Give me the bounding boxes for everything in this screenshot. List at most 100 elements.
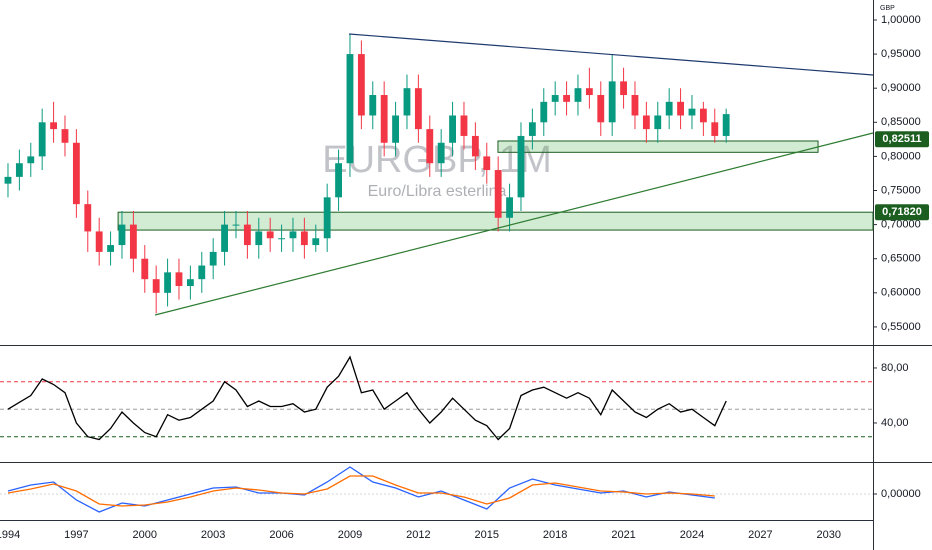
candle-body [72,142,80,205]
candle-body [414,88,422,130]
x-tick-label: 1997 [64,529,88,541]
y-tick-label: 0,60000 [881,287,921,299]
candle-body [266,231,274,239]
watermark-title: EURGBP, 1M [322,139,551,181]
candle-body [722,114,730,136]
x-tick-label: 2000 [133,529,157,541]
candle-body [437,142,445,164]
candle-body [551,95,559,102]
y-tick-label: 0,90000 [881,82,921,94]
x-tick-label: 2030 [817,529,841,541]
candle-body [198,265,206,280]
candle-body [95,231,103,252]
x-tick-label: 2006 [269,529,293,541]
indicator-line [7,355,727,441]
candle-body [597,95,605,123]
candle-body [585,88,593,96]
candle-body [346,54,354,164]
candle-body [335,163,342,198]
candle-body [563,95,570,102]
candle-body [369,95,377,116]
candle-body [380,95,388,143]
y-tick-label: 40,00 [881,417,909,429]
candle-body [506,197,513,218]
x-tick-label: 2012 [406,529,430,541]
candle-body [460,115,468,136]
candle-body [574,88,582,102]
y-tick-label: 0,75000 [881,184,921,196]
trendline [154,132,874,316]
candle-body [665,101,673,116]
candle-body [186,279,194,286]
candle-body [403,88,411,116]
candle-body [608,81,616,123]
x-tick-label: 1994 [0,529,20,541]
candle-body [677,101,684,116]
y-tick-label: 80,00 [881,362,909,374]
x-tick-label: 2015 [475,529,499,541]
watermark-subtitle: Euro/Libra esterlina [368,183,507,200]
currency-label: GBP [880,5,895,12]
x-tick-label: 2024 [680,529,704,541]
candle-body [107,245,114,252]
candle-body [540,101,548,123]
candle-body [84,204,92,232]
y-tick-label: 0,70000 [881,219,921,231]
candle-body [631,95,639,116]
y-tick-label: 0,80000 [881,150,921,162]
y-tick-label: 0,95000 [881,48,921,60]
y-tick-label: 0,85000 [881,116,921,128]
x-tick-label: 2018 [543,529,567,541]
trendline [349,33,874,76]
candle-body [654,115,662,130]
y-tick-label: 1,00000 [881,14,921,26]
candle-body [300,231,308,246]
candle-body [141,258,149,280]
candle-body [129,224,137,259]
y-tick-label: 0,55000 [881,321,921,333]
candle-body [15,163,23,177]
candle-body [232,224,240,226]
y-tick-label: 0,00000 [881,488,921,500]
candle-body [449,115,456,143]
price-label-box [875,131,929,148]
candle-body [688,108,696,116]
candle-body [312,238,320,246]
candle-body [255,231,263,246]
x-tick-label: 2027 [748,529,772,541]
candle-body [278,238,285,240]
candle-body [50,122,57,130]
candle-body [61,129,69,143]
candle-body [221,224,228,252]
candle-body [164,272,171,293]
candle-body [209,251,217,266]
candle-body [483,156,491,171]
candle-body [118,224,126,246]
price-label-box [875,204,929,221]
candle-body [471,135,479,157]
candle-body [620,81,627,96]
candle-body [392,115,399,143]
x-tick-label: 2003 [201,529,225,541]
candle-body [289,231,297,239]
x-tick-label: 2021 [611,529,635,541]
candle-body [494,170,502,218]
candle-body [517,135,525,198]
candle-body [175,272,183,286]
candle-body [357,54,365,116]
price-label: 0,71820 [882,206,922,218]
x-tick-label: 2009 [338,529,362,541]
candle-body [642,115,650,130]
candle-body [323,197,331,239]
candle-body [426,129,434,164]
candle-body [38,122,46,157]
candle-body [243,224,251,246]
price-label: 0,82511 [882,133,921,145]
candle-body [699,108,707,123]
candle-body [711,122,719,136]
candle-body [528,122,536,136]
y-tick-label: 0,65000 [881,253,921,265]
candle-body [4,176,12,184]
